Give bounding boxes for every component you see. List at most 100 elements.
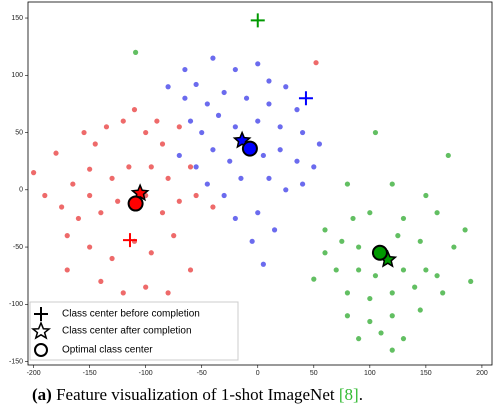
point	[176, 152, 182, 159]
point	[255, 61, 261, 67]
point	[316, 141, 323, 147]
point	[412, 284, 418, 290]
point	[389, 313, 395, 319]
point	[64, 267, 70, 273]
point	[238, 175, 244, 181]
point	[255, 118, 261, 124]
point	[64, 233, 70, 239]
point	[468, 278, 474, 285]
legend-label: Optimal class center	[62, 345, 153, 356]
point	[92, 141, 98, 147]
point	[165, 290, 171, 296]
point	[193, 164, 199, 170]
point	[395, 233, 401, 239]
point	[311, 276, 317, 282]
y-tick-label: -100	[9, 301, 23, 308]
point	[344, 313, 351, 319]
point	[87, 192, 93, 199]
point	[193, 81, 199, 88]
x-tick-label: -150	[83, 370, 97, 377]
point	[294, 107, 300, 113]
point	[221, 192, 227, 199]
point	[109, 175, 115, 181]
point	[210, 204, 216, 210]
point	[271, 227, 278, 233]
point	[42, 192, 48, 199]
point	[283, 84, 289, 90]
x-tick-label: 150	[420, 370, 432, 377]
point	[311, 164, 317, 170]
point	[187, 267, 194, 273]
point	[451, 244, 457, 250]
caption-label: (a)	[32, 385, 52, 404]
legend-label: Class center after completion	[62, 326, 192, 337]
point	[75, 215, 82, 222]
point	[81, 129, 87, 136]
point	[350, 215, 356, 222]
legend-plus-icon	[34, 307, 48, 321]
point	[187, 164, 194, 170]
point	[423, 192, 429, 199]
center-before	[122, 233, 137, 248]
point	[171, 233, 177, 239]
point	[313, 60, 319, 66]
legend-circle-icon	[34, 343, 48, 357]
point	[232, 124, 238, 130]
legend-box	[29, 301, 239, 361]
point	[98, 210, 104, 216]
point	[389, 290, 395, 296]
point	[260, 152, 266, 159]
point	[70, 181, 76, 187]
point	[434, 273, 440, 279]
point	[294, 158, 300, 164]
point	[159, 210, 166, 216]
point	[210, 147, 216, 153]
point	[356, 267, 362, 273]
point	[103, 124, 110, 130]
x-tick-label: 200	[476, 370, 488, 377]
x-tick-label: -100	[139, 370, 153, 377]
point	[367, 318, 373, 325]
point	[417, 238, 423, 244]
point	[143, 284, 149, 290]
point	[165, 175, 171, 181]
point	[249, 238, 255, 244]
point	[243, 95, 250, 101]
point	[176, 124, 182, 130]
point	[87, 244, 93, 250]
point	[159, 141, 166, 147]
x-tick-label: -200	[27, 370, 41, 377]
x-tick-label: 0	[256, 370, 260, 377]
point	[322, 250, 328, 256]
x-tick-label: 100	[364, 370, 376, 377]
point	[367, 210, 373, 216]
point	[344, 181, 351, 187]
y-tick-label: 50	[15, 129, 23, 136]
point	[182, 66, 188, 73]
legend-label: Class center before completion	[62, 309, 200, 320]
point	[232, 66, 238, 73]
y-tick-label: 0	[19, 187, 23, 194]
point	[339, 238, 345, 244]
point	[204, 181, 210, 187]
point	[255, 210, 261, 216]
point	[87, 166, 93, 172]
point	[277, 147, 283, 153]
point	[132, 49, 139, 55]
point	[109, 255, 115, 262]
optimal-center	[241, 140, 258, 157]
point	[462, 227, 468, 233]
point	[400, 336, 407, 342]
x-tick-label: 50	[310, 370, 318, 377]
point	[143, 129, 149, 136]
point	[356, 244, 362, 250]
point	[176, 198, 182, 204]
point	[434, 210, 440, 216]
point	[389, 347, 395, 353]
legend: Class center before completion Class cen…	[29, 301, 239, 361]
point	[400, 267, 407, 273]
point	[277, 124, 283, 130]
point	[165, 84, 171, 90]
point	[417, 307, 423, 313]
